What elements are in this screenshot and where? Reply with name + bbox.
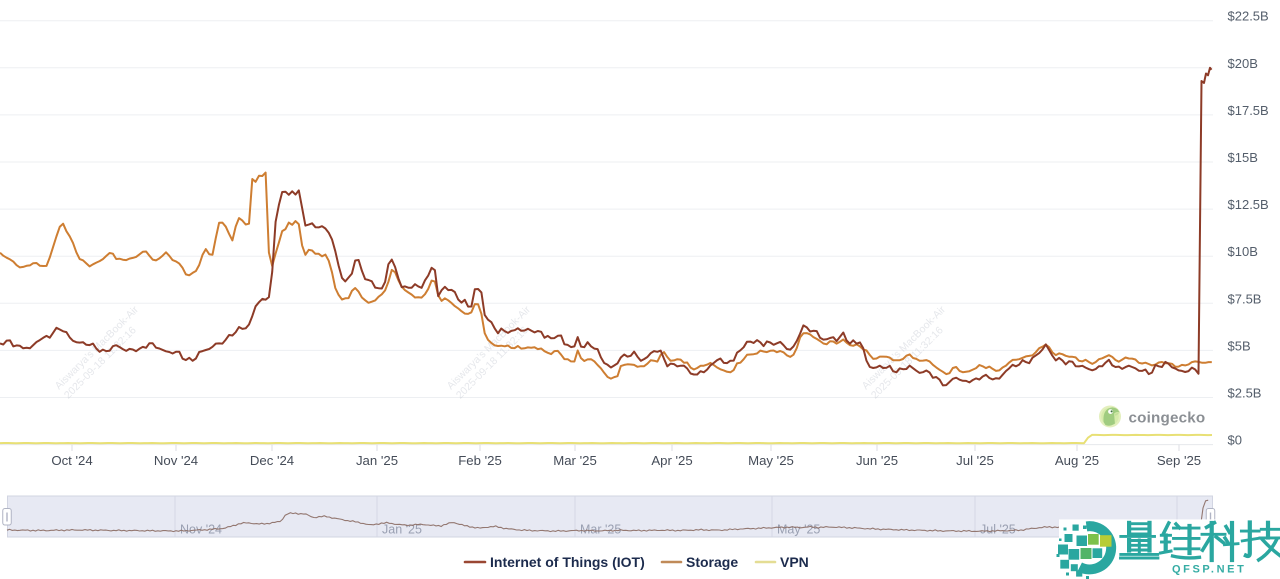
svg-text:$20B: $20B [1228, 56, 1258, 71]
svg-text:Jul '25: Jul '25 [956, 453, 994, 468]
svg-text:May '25: May '25 [748, 453, 794, 468]
svg-text:$17.5B: $17.5B [1228, 103, 1269, 118]
svg-text:May '25: May '25 [777, 523, 820, 537]
svg-text:Jan '25: Jan '25 [356, 453, 398, 468]
svg-text:$2.5B: $2.5B [1228, 386, 1262, 401]
svg-text:Jul '25: Jul '25 [980, 523, 1016, 537]
svg-text:$10B: $10B [1228, 244, 1258, 259]
svg-text:$22.5B: $22.5B [1228, 9, 1269, 24]
svg-text:Oct '24: Oct '24 [51, 453, 92, 468]
svg-text:VPN: VPN [780, 554, 809, 570]
svg-text:Dec '24: Dec '24 [250, 453, 294, 468]
svg-text:$5B: $5B [1228, 338, 1251, 353]
svg-text:Internet of Things (IOT): Internet of Things (IOT) [490, 554, 645, 570]
svg-text:$15B: $15B [1228, 150, 1258, 165]
svg-text:Aug '25: Aug '25 [1055, 453, 1099, 468]
svg-text:$12.5B: $12.5B [1228, 197, 1269, 212]
svg-text:Apr '25: Apr '25 [651, 453, 692, 468]
svg-text:Mar '25: Mar '25 [553, 453, 597, 468]
svg-text:Mar '25: Mar '25 [580, 523, 621, 537]
svg-text:Nov '24: Nov '24 [154, 453, 198, 468]
svg-text:Feb '25: Feb '25 [458, 453, 502, 468]
svg-text:$0: $0 [1228, 433, 1242, 448]
svg-text:QFSP.NET: QFSP.NET [1172, 564, 1246, 576]
svg-text:$7.5B: $7.5B [1228, 291, 1262, 306]
svg-text:Storage: Storage [686, 554, 738, 570]
svg-text:Jun '25: Jun '25 [856, 453, 898, 468]
svg-text:Jan '25: Jan '25 [382, 523, 422, 537]
svg-text:Sep '25: Sep '25 [1157, 453, 1201, 468]
svg-text:coingecko: coingecko [1129, 410, 1206, 427]
